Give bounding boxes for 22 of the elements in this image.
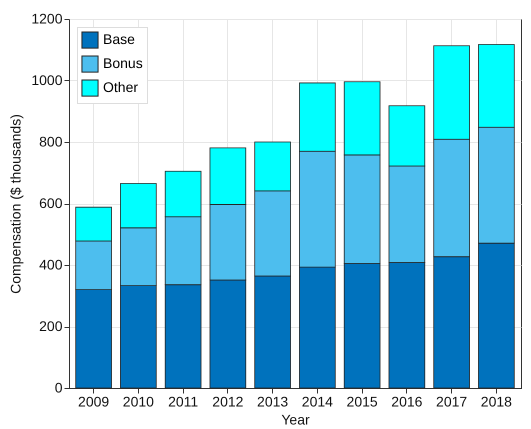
x-tick-label: 2013 [257, 394, 288, 410]
x-axis-title: Year [281, 412, 310, 428]
legend-label: Base [103, 31, 136, 47]
x-tick-label: 2018 [480, 394, 512, 410]
x-tick-label: 2009 [78, 394, 110, 410]
y-tick-label: 800 [39, 134, 63, 150]
x-tick-label: 2015 [346, 394, 378, 410]
x-tick-label: 2010 [122, 394, 154, 410]
y-tick-label: 1200 [31, 10, 63, 26]
x-tick-label: 2014 [302, 394, 334, 410]
y-tick-label: 1000 [31, 72, 63, 88]
y-tick-label: 0 [54, 380, 63, 396]
x-tick-label: 2016 [391, 394, 423, 410]
x-tick-label: 2017 [436, 394, 468, 410]
y-tick-label: 400 [39, 256, 63, 272]
x-tick-label: 2011 [168, 394, 198, 410]
y-tick-label: 600 [39, 195, 63, 211]
y-tick-label: 200 [39, 318, 63, 334]
x-tick-label: 2012 [212, 394, 244, 410]
legend-label: Bonus [103, 55, 143, 71]
y-axis-title: Compensation ($ thousands) [7, 114, 24, 294]
legend-label: Other [103, 79, 138, 95]
